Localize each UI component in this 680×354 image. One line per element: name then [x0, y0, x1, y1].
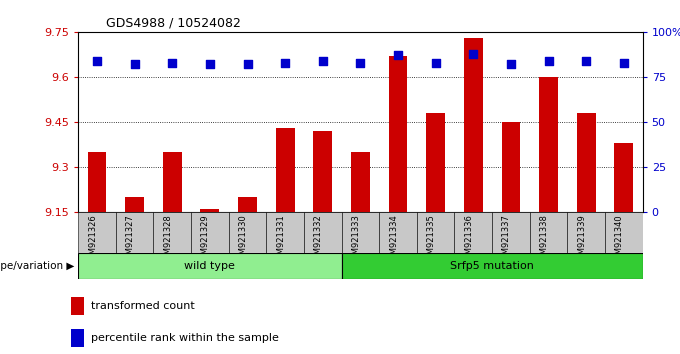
Bar	[615, 143, 633, 212]
Text: Srfp5 mutation: Srfp5 mutation	[450, 261, 534, 271]
Text: GSM921329: GSM921329	[201, 215, 210, 265]
Text: percentile rank within the sample: percentile rank within the sample	[91, 333, 279, 343]
Bar	[341, 253, 643, 279]
Text: GSM921327: GSM921327	[126, 215, 135, 265]
Text: GSM921331: GSM921331	[276, 215, 285, 265]
Point	[618, 60, 629, 65]
Text: GSM921334: GSM921334	[389, 215, 398, 265]
Text: GSM921339: GSM921339	[577, 215, 586, 265]
Bar	[78, 253, 341, 279]
Point	[318, 58, 328, 64]
Point	[167, 60, 177, 65]
Text: GSM921336: GSM921336	[464, 215, 473, 265]
Text: GSM921337: GSM921337	[502, 215, 511, 265]
Point	[581, 58, 592, 64]
Bar	[88, 152, 106, 212]
Bar	[351, 152, 370, 212]
Bar	[379, 212, 417, 253]
Bar	[417, 212, 454, 253]
Bar	[163, 152, 182, 212]
Bar	[567, 212, 605, 253]
Point	[205, 62, 216, 67]
Bar	[116, 212, 154, 253]
Bar	[454, 212, 492, 253]
Bar	[492, 212, 530, 253]
Text: GSM921335: GSM921335	[426, 215, 436, 265]
Point	[430, 60, 441, 65]
Text: GDS4988 / 10524082: GDS4988 / 10524082	[106, 16, 241, 29]
Text: GSM921326: GSM921326	[88, 215, 97, 265]
Bar	[389, 56, 407, 212]
Bar	[539, 77, 558, 212]
Text: GSM921330: GSM921330	[239, 215, 248, 265]
Point	[543, 58, 554, 64]
Text: GSM921332: GSM921332	[313, 215, 323, 265]
Bar	[426, 113, 445, 212]
Point	[392, 52, 403, 58]
Point	[355, 60, 366, 65]
Text: wild type: wild type	[184, 261, 235, 271]
Point	[468, 51, 479, 56]
Bar	[304, 212, 341, 253]
Point	[279, 60, 290, 65]
Point	[242, 62, 253, 67]
Text: transformed count: transformed count	[91, 301, 194, 311]
Point	[92, 58, 103, 64]
Bar	[267, 212, 304, 253]
Bar	[201, 210, 219, 212]
Bar	[341, 212, 379, 253]
Text: GSM921328: GSM921328	[163, 215, 172, 265]
Bar	[125, 198, 144, 212]
Bar	[276, 128, 294, 212]
Text: GSM921333: GSM921333	[352, 215, 360, 265]
Bar	[605, 212, 643, 253]
Text: genotype/variation ▶: genotype/variation ▶	[0, 261, 75, 271]
Text: GSM921338: GSM921338	[539, 215, 549, 265]
Text: GSM921340: GSM921340	[615, 215, 624, 265]
Bar	[530, 212, 567, 253]
Bar	[464, 38, 483, 212]
Bar	[577, 113, 596, 212]
Point	[129, 62, 140, 67]
Bar	[154, 212, 191, 253]
Bar	[228, 212, 267, 253]
Bar	[238, 198, 257, 212]
Point	[505, 62, 516, 67]
Bar	[502, 122, 520, 212]
Bar	[78, 212, 116, 253]
Bar	[71, 329, 84, 347]
Bar	[191, 212, 228, 253]
Bar	[313, 131, 332, 212]
Bar	[71, 297, 84, 315]
